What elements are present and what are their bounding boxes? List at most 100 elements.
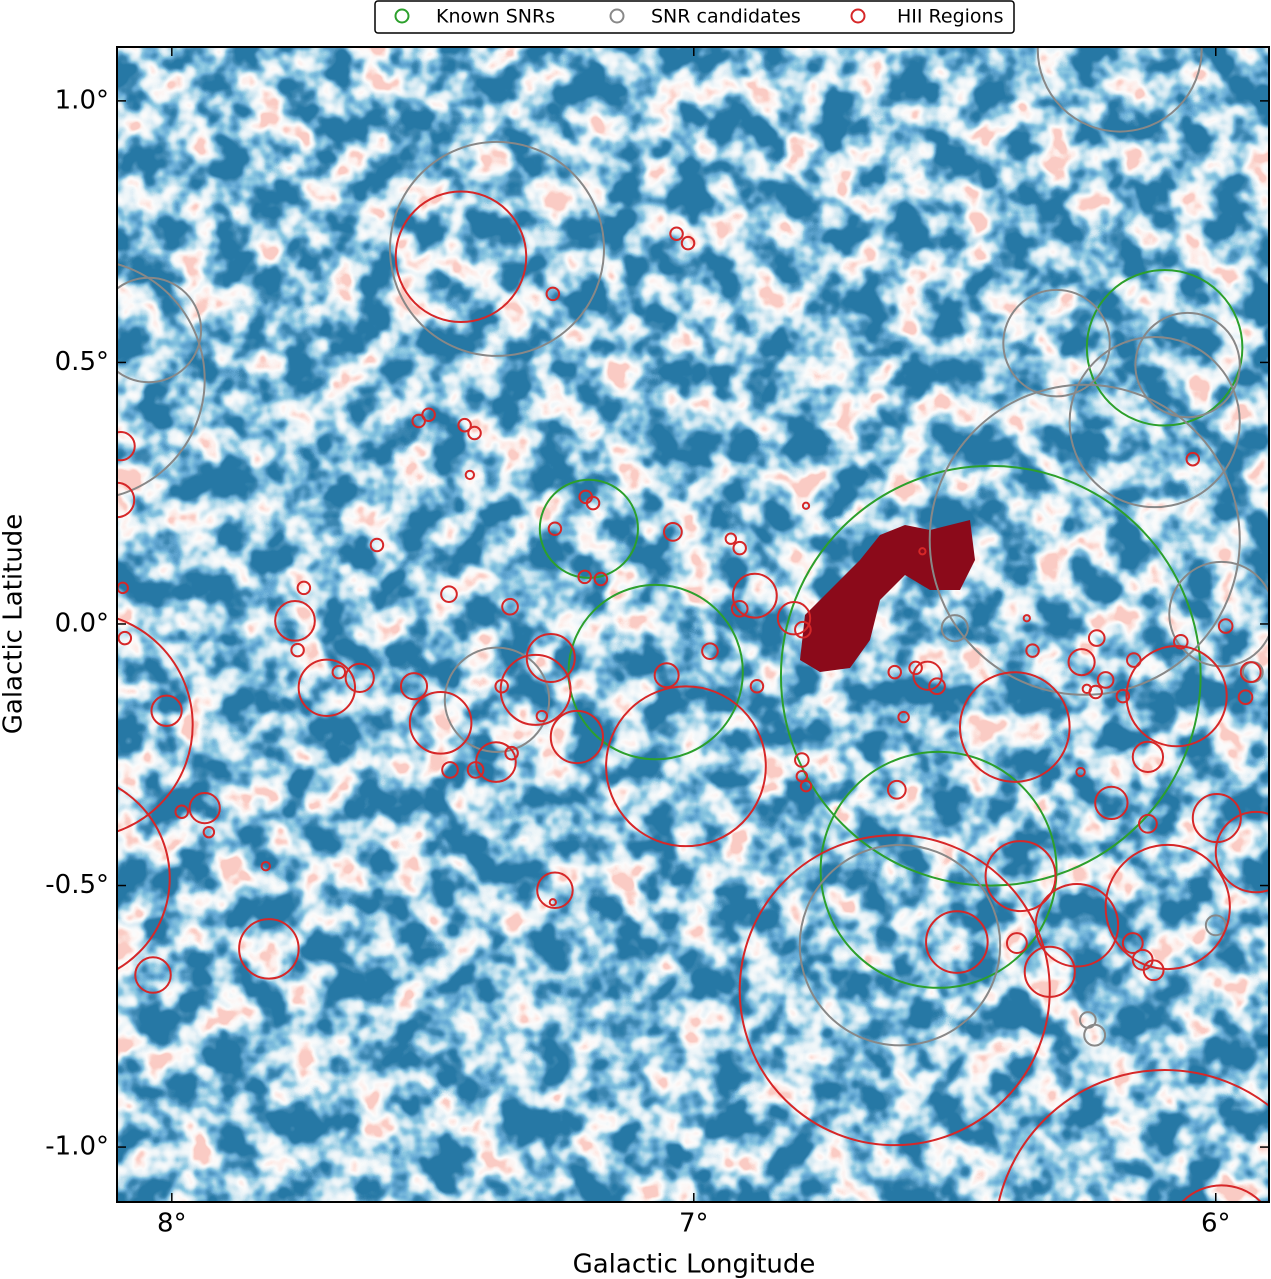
region-circle [1138,813,1158,834]
region-circle [1002,288,1111,398]
x-tick-label: 8° [157,1209,187,1239]
legend-label: SNR candidates [651,6,801,28]
y-tick-label: 0.5° [55,347,109,377]
region-circle [1237,689,1254,705]
region-circle [369,537,385,553]
region-circle [1022,614,1031,623]
region-circle [394,190,528,324]
region-circle [1115,688,1131,704]
region-circle [1036,47,1203,133]
legend-marker [850,8,866,24]
region-circle [117,617,194,833]
region-circle [399,672,429,701]
region-circle [117,786,171,971]
region-circle [1081,683,1093,695]
region-circle [912,660,943,691]
region-circle [1173,633,1189,650]
region-circle [732,540,747,556]
region-circle [928,383,1241,696]
region-circle [958,671,1071,783]
region-circle [535,709,549,723]
region-circle [577,569,592,585]
region-circle [1185,451,1201,467]
region-circle [1168,560,1269,668]
region-circle [1142,959,1165,982]
y-tick-label: 1.0° [55,85,109,115]
region-circle [1034,883,1120,968]
region-circle [794,752,810,768]
y-tick-label: -1.0° [45,1132,109,1162]
region-circle [536,871,574,909]
region-circle [897,710,910,724]
region-circle [1214,810,1269,894]
region-circle [467,425,482,441]
region-circle [918,547,927,556]
region-circle [1068,335,1241,509]
region-circle [547,521,563,537]
region-circle [701,642,719,661]
region-circle [724,532,738,545]
region-circle [297,658,357,717]
region-circle [174,804,189,820]
region-circle [545,286,561,302]
region-circle [457,417,472,433]
region-circle [290,642,305,658]
region-circle [653,662,680,689]
region-circle [1094,785,1129,821]
region-circle [238,918,300,980]
region-circle [499,653,572,726]
region-circle [1239,661,1262,684]
region-circle [443,646,551,754]
region-circle [1180,1184,1263,1202]
legend-marker [609,8,625,24]
region-circle [925,910,989,974]
region-circle [466,761,485,779]
region-circle [738,834,1051,1147]
region-circle [525,632,576,683]
region-circle [1023,945,1076,998]
region-circle [1126,652,1142,668]
region-circle [886,779,907,800]
region-circle [441,761,459,779]
region-circle [776,601,812,636]
region-circle [593,571,609,587]
region-circle [134,956,172,994]
region-circle [1217,618,1234,634]
region-circle [117,263,206,497]
region-circle [501,597,519,616]
region-circle [188,791,221,825]
region-circle [605,685,767,848]
region-circle [928,677,946,696]
y-tick-label: 0.0° [55,608,109,638]
region-circle [680,235,696,251]
region-circle [1096,671,1115,689]
region-circle [296,580,312,596]
region-circle [1087,629,1106,647]
region-circle [1067,648,1096,677]
region-circle [749,678,765,694]
region-circle [1085,269,1244,427]
region-circle [730,599,749,618]
region-circle [117,630,133,646]
region-circle [663,522,683,542]
region-circle [669,226,684,242]
legend-marker [394,8,410,24]
region-circle [1104,843,1231,971]
region-circle [887,664,903,680]
region-circle [504,745,519,761]
region-circle [794,620,812,639]
region-circle [150,694,183,727]
region-circle [731,572,778,619]
region-circle [538,478,639,579]
region-circle [984,840,1057,913]
region-circle [344,662,375,693]
region-circle [795,769,809,783]
x-tick-label: 7° [679,1209,709,1239]
region-circle [1025,643,1040,658]
region-circle [819,750,1058,989]
y-tick-label: -0.5° [45,870,109,900]
x-tick-label: 6° [1201,1209,1231,1239]
